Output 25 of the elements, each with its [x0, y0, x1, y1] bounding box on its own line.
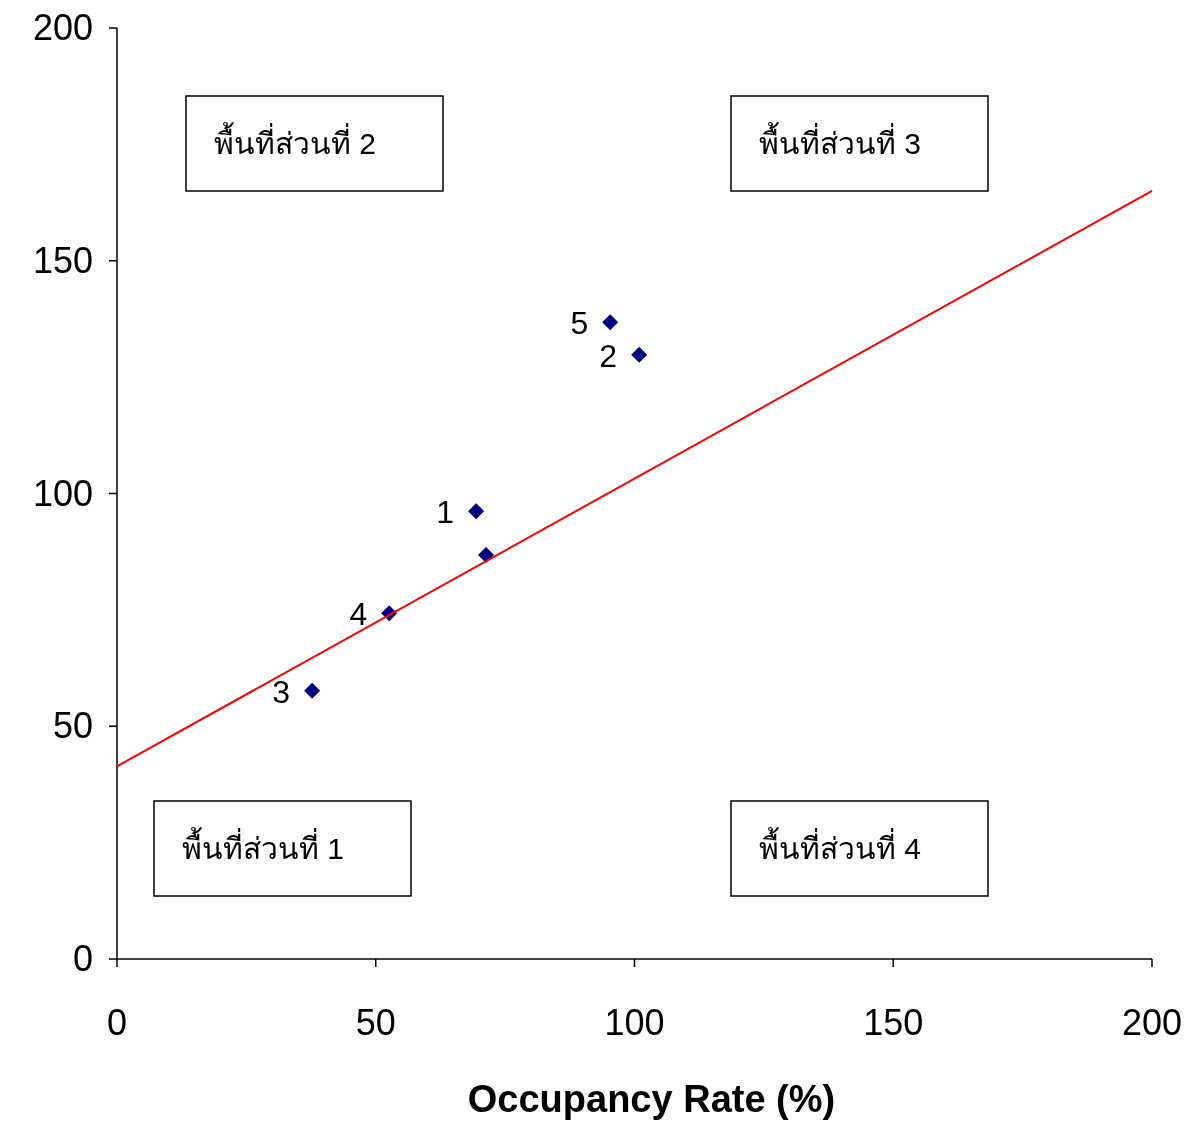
annotation: 1	[436, 494, 455, 531]
point	[304, 682, 321, 699]
x-tick-label: 50	[355, 1002, 396, 1043]
y-tick-label: 0	[72, 938, 93, 979]
point	[477, 546, 494, 563]
y-tick-label: 50	[52, 705, 93, 747]
x-tick-label: 0	[106, 1002, 128, 1043]
point	[468, 503, 485, 520]
annotation: 5	[570, 305, 589, 342]
x-tick-label: 150	[863, 1002, 924, 1043]
x-tick-label: 200	[1121, 1002, 1183, 1043]
y-tick-label: 100	[32, 472, 93, 514]
point	[602, 314, 619, 331]
annotation: พื้นที่ส่วนที่ 3	[759, 122, 922, 160]
y-tick-label: 200	[32, 7, 93, 48]
x-tick-label: 100	[604, 1002, 665, 1043]
annotation: 3	[272, 673, 291, 710]
annotation: พื้นที่ส่วนที่ 4	[759, 827, 922, 865]
point	[631, 346, 648, 363]
annotation: 2	[599, 337, 618, 374]
annotation: 4	[349, 596, 368, 633]
annotation: พื้นที่ส่วนที่ 2	[214, 122, 377, 160]
annotation: พื้นที่ส่วนที่ 1	[182, 827, 345, 865]
y-tick-label: 150	[32, 239, 93, 281]
x-axis-title: Occupancy Rate (%)	[467, 1078, 836, 1120]
